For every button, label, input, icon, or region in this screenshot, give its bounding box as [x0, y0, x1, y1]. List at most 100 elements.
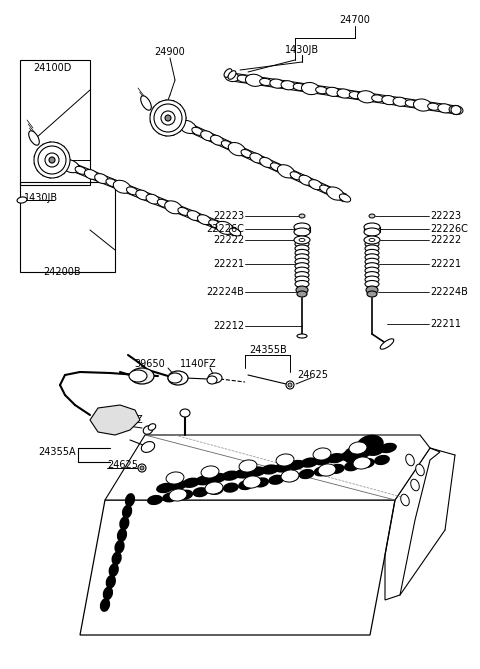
Ellipse shape: [228, 71, 236, 80]
Ellipse shape: [268, 474, 284, 485]
Text: 22226C: 22226C: [430, 224, 468, 234]
Ellipse shape: [326, 87, 340, 96]
Ellipse shape: [165, 115, 171, 121]
Ellipse shape: [201, 466, 219, 478]
Ellipse shape: [211, 135, 224, 145]
Ellipse shape: [192, 127, 203, 135]
Ellipse shape: [209, 220, 220, 227]
Ellipse shape: [161, 111, 175, 125]
Ellipse shape: [290, 172, 301, 180]
Ellipse shape: [241, 149, 252, 158]
Bar: [20, 182, 115, 272]
Ellipse shape: [359, 458, 375, 468]
Ellipse shape: [261, 464, 279, 474]
Text: 22226C: 22226C: [206, 224, 244, 234]
Ellipse shape: [369, 214, 375, 218]
Ellipse shape: [260, 157, 273, 167]
Ellipse shape: [364, 236, 380, 244]
Ellipse shape: [284, 472, 299, 482]
Ellipse shape: [379, 443, 397, 453]
Ellipse shape: [294, 228, 310, 236]
Ellipse shape: [43, 153, 57, 163]
Ellipse shape: [182, 478, 200, 488]
Ellipse shape: [365, 258, 379, 266]
Ellipse shape: [225, 72, 239, 82]
Ellipse shape: [366, 446, 384, 456]
Ellipse shape: [313, 466, 330, 476]
Ellipse shape: [428, 103, 440, 110]
Text: 22223: 22223: [213, 211, 244, 221]
Ellipse shape: [416, 464, 424, 476]
Ellipse shape: [179, 120, 196, 134]
Ellipse shape: [154, 104, 182, 132]
Ellipse shape: [113, 180, 131, 193]
Ellipse shape: [168, 373, 182, 383]
Text: 22222: 22222: [213, 235, 244, 245]
Ellipse shape: [297, 291, 307, 297]
Ellipse shape: [187, 211, 201, 221]
Ellipse shape: [413, 99, 432, 111]
Ellipse shape: [165, 201, 182, 214]
Ellipse shape: [169, 489, 187, 501]
Text: 24355A: 24355A: [38, 447, 76, 457]
Ellipse shape: [156, 483, 174, 493]
Ellipse shape: [178, 207, 189, 215]
Ellipse shape: [295, 240, 309, 248]
Ellipse shape: [111, 551, 122, 565]
Ellipse shape: [367, 291, 377, 297]
Ellipse shape: [451, 106, 461, 114]
Ellipse shape: [119, 516, 130, 531]
Ellipse shape: [294, 236, 310, 244]
Text: 22221: 22221: [213, 259, 244, 269]
Ellipse shape: [108, 563, 119, 577]
Ellipse shape: [169, 480, 187, 490]
Ellipse shape: [327, 453, 345, 463]
Ellipse shape: [192, 487, 208, 497]
Ellipse shape: [365, 267, 379, 274]
Ellipse shape: [208, 485, 224, 495]
Text: 24200B: 24200B: [43, 267, 81, 277]
Text: 24900: 24900: [155, 47, 185, 57]
Ellipse shape: [295, 250, 309, 256]
Ellipse shape: [365, 245, 379, 252]
Ellipse shape: [339, 194, 351, 202]
Ellipse shape: [150, 100, 186, 136]
Ellipse shape: [293, 84, 305, 90]
Text: 1140FZ: 1140FZ: [180, 359, 216, 369]
Ellipse shape: [49, 157, 55, 163]
Text: 24100D: 24100D: [33, 63, 71, 73]
Ellipse shape: [253, 477, 269, 488]
Ellipse shape: [313, 448, 331, 460]
Ellipse shape: [438, 104, 452, 113]
Ellipse shape: [172, 118, 183, 126]
Ellipse shape: [365, 250, 379, 256]
Ellipse shape: [106, 575, 116, 589]
Ellipse shape: [100, 598, 110, 612]
Ellipse shape: [365, 254, 379, 261]
Ellipse shape: [299, 239, 305, 242]
Ellipse shape: [122, 504, 132, 518]
Ellipse shape: [224, 69, 232, 78]
Ellipse shape: [349, 442, 367, 454]
Ellipse shape: [365, 263, 379, 270]
Text: 39650: 39650: [134, 359, 166, 369]
Polygon shape: [105, 435, 430, 500]
Text: 22224B: 22224B: [206, 287, 244, 297]
Ellipse shape: [337, 89, 351, 98]
Ellipse shape: [299, 175, 312, 185]
Ellipse shape: [84, 169, 98, 179]
Ellipse shape: [201, 130, 214, 140]
Ellipse shape: [295, 280, 309, 288]
Ellipse shape: [130, 368, 154, 384]
Ellipse shape: [147, 495, 163, 505]
Ellipse shape: [296, 286, 308, 294]
Ellipse shape: [221, 140, 233, 149]
Ellipse shape: [301, 82, 319, 94]
Ellipse shape: [207, 376, 217, 384]
Ellipse shape: [365, 240, 379, 248]
Ellipse shape: [127, 187, 138, 195]
Ellipse shape: [374, 455, 390, 465]
Ellipse shape: [295, 258, 309, 266]
Text: 24700: 24700: [339, 15, 371, 25]
Ellipse shape: [229, 228, 241, 236]
